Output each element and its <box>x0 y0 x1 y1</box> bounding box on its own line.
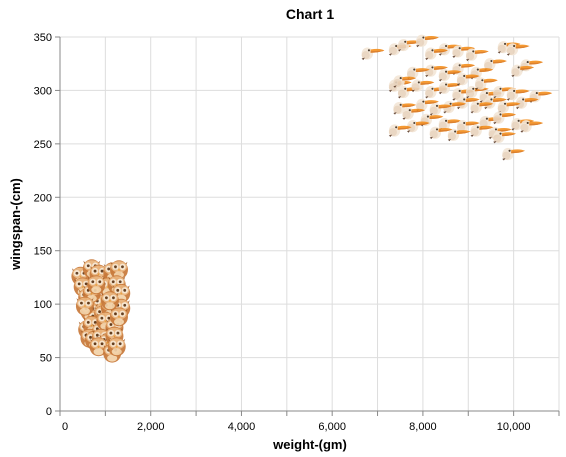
chart-title: Chart 1 <box>286 6 334 22</box>
y-tick-label: 200 <box>34 192 52 204</box>
y-tick-label: 0 <box>46 406 52 418</box>
toucan-point <box>406 120 430 133</box>
y-tick-label: 350 <box>34 32 52 44</box>
x-tick-label: 6,000 <box>318 421 346 433</box>
x-tick-label: 2,000 <box>137 421 165 433</box>
toucan-point <box>506 43 530 56</box>
toucan-point <box>416 34 439 48</box>
owl-point <box>107 337 126 357</box>
y-tick-label: 300 <box>34 85 52 97</box>
y-tick-label: 250 <box>34 139 52 151</box>
y-tick-label: 100 <box>34 299 52 311</box>
x-tick-label: 8,000 <box>409 421 437 433</box>
toucan-point <box>493 130 516 144</box>
toucan-point <box>520 59 544 72</box>
y-tick-label: 150 <box>34 246 52 258</box>
toucan-point <box>465 48 489 62</box>
owl-point <box>87 275 106 295</box>
axes: 0 2,000 4,000 6,000 8,000 10,000 0 50 100 150 200 2… <box>34 32 560 433</box>
x-axis-title: weight-(gm) <box>272 437 347 452</box>
toucan-point <box>511 64 535 78</box>
toucan-point <box>515 96 539 110</box>
owl-point <box>75 296 94 316</box>
data-points <box>71 34 553 363</box>
y-tick-label: 50 <box>40 353 52 365</box>
toucan-point <box>520 120 544 133</box>
x-tick-label: 0 <box>62 421 68 433</box>
owl-point <box>109 307 128 327</box>
y-axis-title: wingspan-(cm) <box>8 178 23 271</box>
toucan-point <box>361 47 385 61</box>
owl-point <box>100 291 119 311</box>
x-tick-label: 4,000 <box>228 421 256 433</box>
toucan-point <box>447 128 471 142</box>
x-tick-label: 10,000 <box>497 421 531 433</box>
